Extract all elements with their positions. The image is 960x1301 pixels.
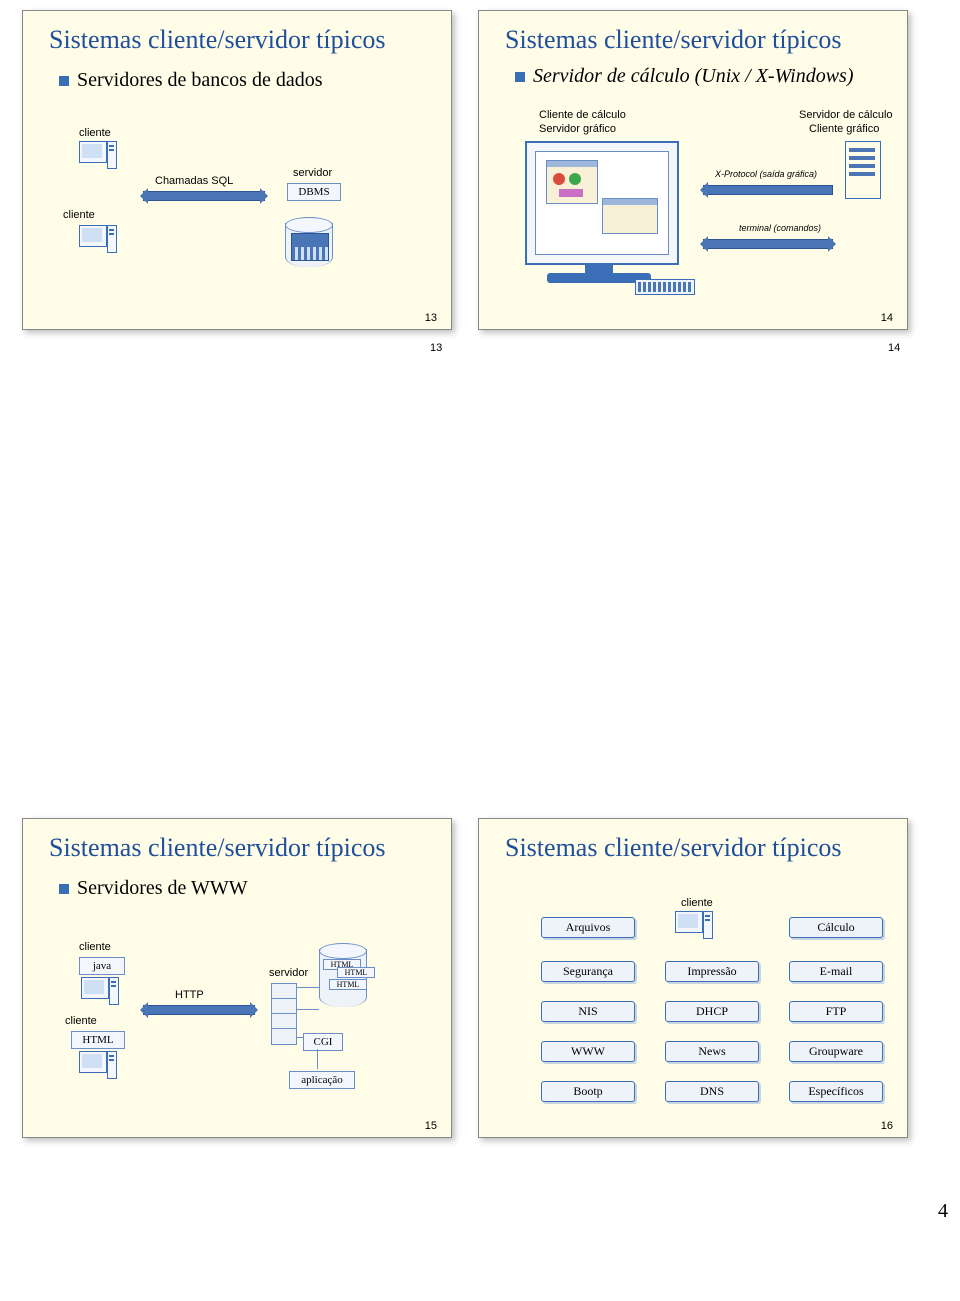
dbms-box: DBMS — [287, 183, 341, 201]
svc-calculo: Cálculo — [789, 917, 883, 938]
svc-bootp: Bootp — [541, 1081, 635, 1102]
client-computer-icon — [79, 1051, 115, 1081]
slide-14: Sistemas cliente/servidor típicos Servid… — [478, 10, 908, 330]
label-serv-calc: Servidor de cálculo — [799, 109, 893, 121]
page-number: 4 — [938, 1200, 948, 1275]
client-computer-icon — [79, 141, 115, 171]
svc-groupware: Groupware — [789, 1041, 883, 1062]
label-cliente-2: cliente — [63, 209, 95, 221]
svc-arquivos: Arquivos — [541, 917, 635, 938]
slide-num-below-13: 13 — [430, 342, 442, 354]
xprotocol-arrow — [703, 185, 833, 195]
html-store-icon — [319, 943, 367, 1013]
keyboard-icon — [635, 279, 695, 295]
connector — [297, 1037, 303, 1039]
cgi-box: CGI — [303, 1033, 343, 1051]
client-computer-icon — [79, 225, 115, 255]
label-cliente-1: cliente — [79, 127, 111, 139]
svc-www: WWW — [541, 1041, 635, 1062]
label-cliente: cliente — [681, 897, 713, 909]
svc-seguranca: Segurança — [541, 961, 635, 982]
window-icon — [546, 160, 598, 204]
label-http: HTTP — [175, 989, 204, 1001]
label-xprotocol: X-Protocol (saída gráfica) — [715, 169, 817, 179]
label-cli-grafico: Cliente gráfico — [809, 123, 879, 135]
java-box: java — [79, 957, 125, 975]
connector — [297, 1009, 319, 1011]
slide-number: 16 — [881, 1120, 893, 1132]
connector — [317, 1049, 319, 1069]
bullet-db-servers: Servidores de bancos de dados — [23, 55, 451, 92]
svc-dhcp: DHCP — [665, 1001, 759, 1022]
html-page-2: HTML — [337, 967, 375, 978]
terminal-arrow — [703, 239, 833, 249]
slide-num-below-14: 14 — [888, 342, 900, 354]
client-computer-icon — [81, 977, 117, 1007]
bullet-calc-server: Servidor de cálculo (Unix / X-Windows) — [479, 55, 907, 88]
slide-title: Sistemas cliente/servidor típicos — [23, 11, 451, 55]
svc-nis: NIS — [541, 1001, 635, 1022]
slide-16: Sistemas cliente/servidor típicos client… — [478, 818, 908, 1138]
svc-news: News — [665, 1041, 759, 1062]
db-tables-icon — [291, 233, 329, 261]
svc-impressao: Impressão — [665, 961, 759, 982]
svc-ftp: FTP — [789, 1001, 883, 1022]
svc-dns: DNS — [665, 1081, 759, 1102]
http-arrow — [143, 1005, 255, 1015]
html-client-box: HTML — [71, 1031, 125, 1049]
slide-number: 14 — [881, 312, 893, 324]
slide-13: Sistemas cliente/servidor típicos Servid… — [22, 10, 452, 330]
window-icon — [602, 198, 658, 234]
html-page-3: HTML — [329, 979, 367, 990]
connector — [297, 987, 319, 989]
label-cliente-top: cliente — [79, 941, 111, 953]
svc-especificos: Específicos — [789, 1081, 883, 1102]
x-terminal-icon — [525, 141, 679, 265]
page: Sistemas cliente/servidor típicos Servid… — [0, 0, 960, 1301]
label-chamadas-sql: Chamadas SQL — [155, 175, 233, 187]
label-cliente-calc: Cliente de cálculo — [539, 109, 626, 121]
slide-15: Sistemas cliente/servidor típicos Servid… — [22, 818, 452, 1138]
slide-title: Sistemas cliente/servidor típicos — [23, 819, 451, 863]
svc-email: E-mail — [789, 961, 883, 982]
label-terminal: terminal (comandos) — [739, 223, 821, 233]
bullet-www: Servidores de WWW — [23, 863, 451, 900]
server-stack-icon — [271, 983, 297, 1045]
client-computer-icon — [675, 911, 711, 941]
label-cliente-bot: cliente — [65, 1015, 97, 1027]
slide-number: 13 — [425, 312, 437, 324]
sql-arrow — [143, 191, 265, 201]
label-servidor: servidor — [293, 167, 332, 179]
calc-server-icon — [845, 141, 881, 199]
label-servidor: servidor — [269, 967, 308, 979]
aplicacao-box: aplicação — [289, 1071, 355, 1089]
slide-title: Sistemas cliente/servidor típicos — [479, 11, 907, 55]
label-serv-grafico: Servidor gráfico — [539, 123, 616, 135]
slide-title: Sistemas cliente/servidor típicos — [479, 819, 907, 863]
slide-number: 15 — [425, 1120, 437, 1132]
